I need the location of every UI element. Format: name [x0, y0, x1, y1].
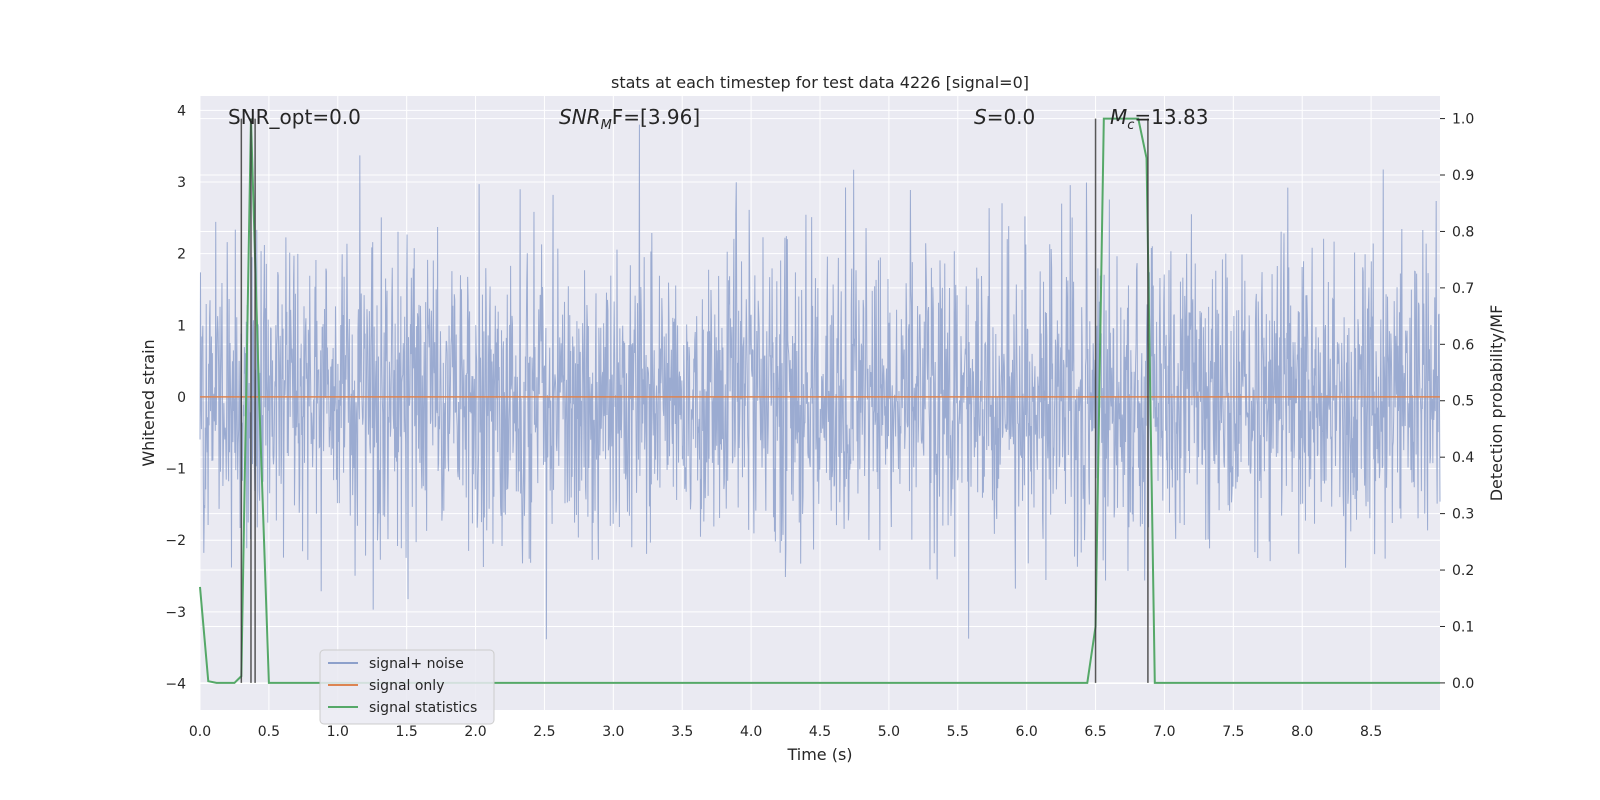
x-tick-label: 5.0	[878, 724, 900, 740]
x-tick-label: 3.0	[602, 724, 624, 740]
y-tick-label-left: 2	[177, 247, 186, 263]
x-tick-label: 2.0	[464, 724, 486, 740]
annotation-mc-main: M	[1110, 105, 1127, 129]
x-tick-label: 0.5	[258, 724, 280, 740]
annotation-mc-sub: c	[1127, 118, 1134, 133]
x-tick-label: 1.5	[396, 724, 418, 740]
x-tick-label: 5.5	[947, 724, 969, 740]
y-tick-label-right: 0.3	[1452, 507, 1474, 523]
y-tick-label-left: −3	[165, 605, 186, 621]
tick-labels: 0.0 0.5 1.0 1.5 2.0 2.5 3.0 3.5 4.0 4.5 5.0 5.5 6.0 6…	[165, 103, 1474, 740]
x-tick-label: 2.5	[533, 724, 555, 740]
x-tick-label: 6.0	[1016, 724, 1038, 740]
y-tick-label-right: 0.5	[1452, 394, 1474, 410]
legend: signal+ noise signal only signal statist…	[319, 649, 495, 725]
y-tick-label-left: −2	[165, 533, 186, 549]
y-axis-label-left: Whitened strain	[139, 339, 158, 466]
legend-label-signal-statistics: signal statistics	[369, 700, 477, 716]
x-tick-label: 1.0	[327, 724, 349, 740]
annotation-snr-opt: SNR_opt=0.0	[228, 105, 361, 129]
y-tick-label-left: 0	[177, 390, 186, 406]
vertical-markers	[240, 118, 1149, 683]
series-signal-plus-noise	[199, 124, 1441, 640]
x-tick-label: 4.0	[740, 724, 762, 740]
y-tick-label-right: 0.1	[1452, 619, 1474, 635]
x-tick-label: 0.0	[189, 724, 211, 740]
legend-label-signal-only: signal only	[369, 678, 444, 694]
y-tick-label-left: 4	[177, 103, 186, 119]
y-tick-label-right: 0.2	[1452, 563, 1474, 579]
x-tick-label: 7.0	[1153, 724, 1175, 740]
legend-box	[319, 649, 495, 725]
chart-title: stats at each timestep for test data 422…	[611, 73, 1029, 92]
x-tick-label: 3.5	[671, 724, 693, 740]
y-tick-label-right: 0.9	[1452, 168, 1474, 184]
x-tick-label: 4.5	[809, 724, 831, 740]
y-tick-label-left: 3	[177, 175, 186, 191]
y-axis-label-right: Detection probability/MF	[1487, 305, 1506, 502]
annotation-mc: Mc=13.83	[1110, 105, 1208, 133]
annotation-mc-rest: =13.83	[1134, 105, 1208, 129]
y-tick-label-right: 0.4	[1452, 450, 1474, 466]
legend-label-signal-plus-noise: signal+ noise	[369, 656, 464, 672]
x-axis-label: Time (s)	[786, 745, 852, 764]
x-tick-label: 8.0	[1291, 724, 1313, 740]
noise-trace	[199, 124, 1441, 640]
x-tick-label: 8.5	[1360, 724, 1382, 740]
annotation-snr-mf-main: SNR	[559, 105, 601, 129]
x-tick-label: 6.5	[1084, 724, 1106, 740]
y-tick-label-right: 0.0	[1452, 676, 1474, 692]
x-tick-label: 7.5	[1222, 724, 1244, 740]
y-tick-label-right: 1.0	[1452, 112, 1474, 128]
y-tick-label-right: 0.6	[1452, 337, 1474, 353]
y-tick-label-left: 1	[177, 318, 186, 334]
y-tick-label-right: 0.8	[1452, 224, 1474, 240]
annotation-snr-mf-sub: M	[601, 118, 612, 133]
annotation-snr-mf-rest: F=[3.96]	[612, 105, 700, 129]
annotation-snr-mf: SNRMF=[3.96]	[559, 105, 700, 133]
y-tick-label-left: −1	[165, 462, 186, 478]
y-tick-label-left: −4	[165, 676, 186, 692]
y-tick-label-right: 0.7	[1452, 281, 1474, 297]
annotation-s-main: S	[974, 105, 987, 129]
annotation-s: S=0.0	[974, 105, 1035, 129]
annotation-s-rest: =0.0	[987, 105, 1036, 129]
